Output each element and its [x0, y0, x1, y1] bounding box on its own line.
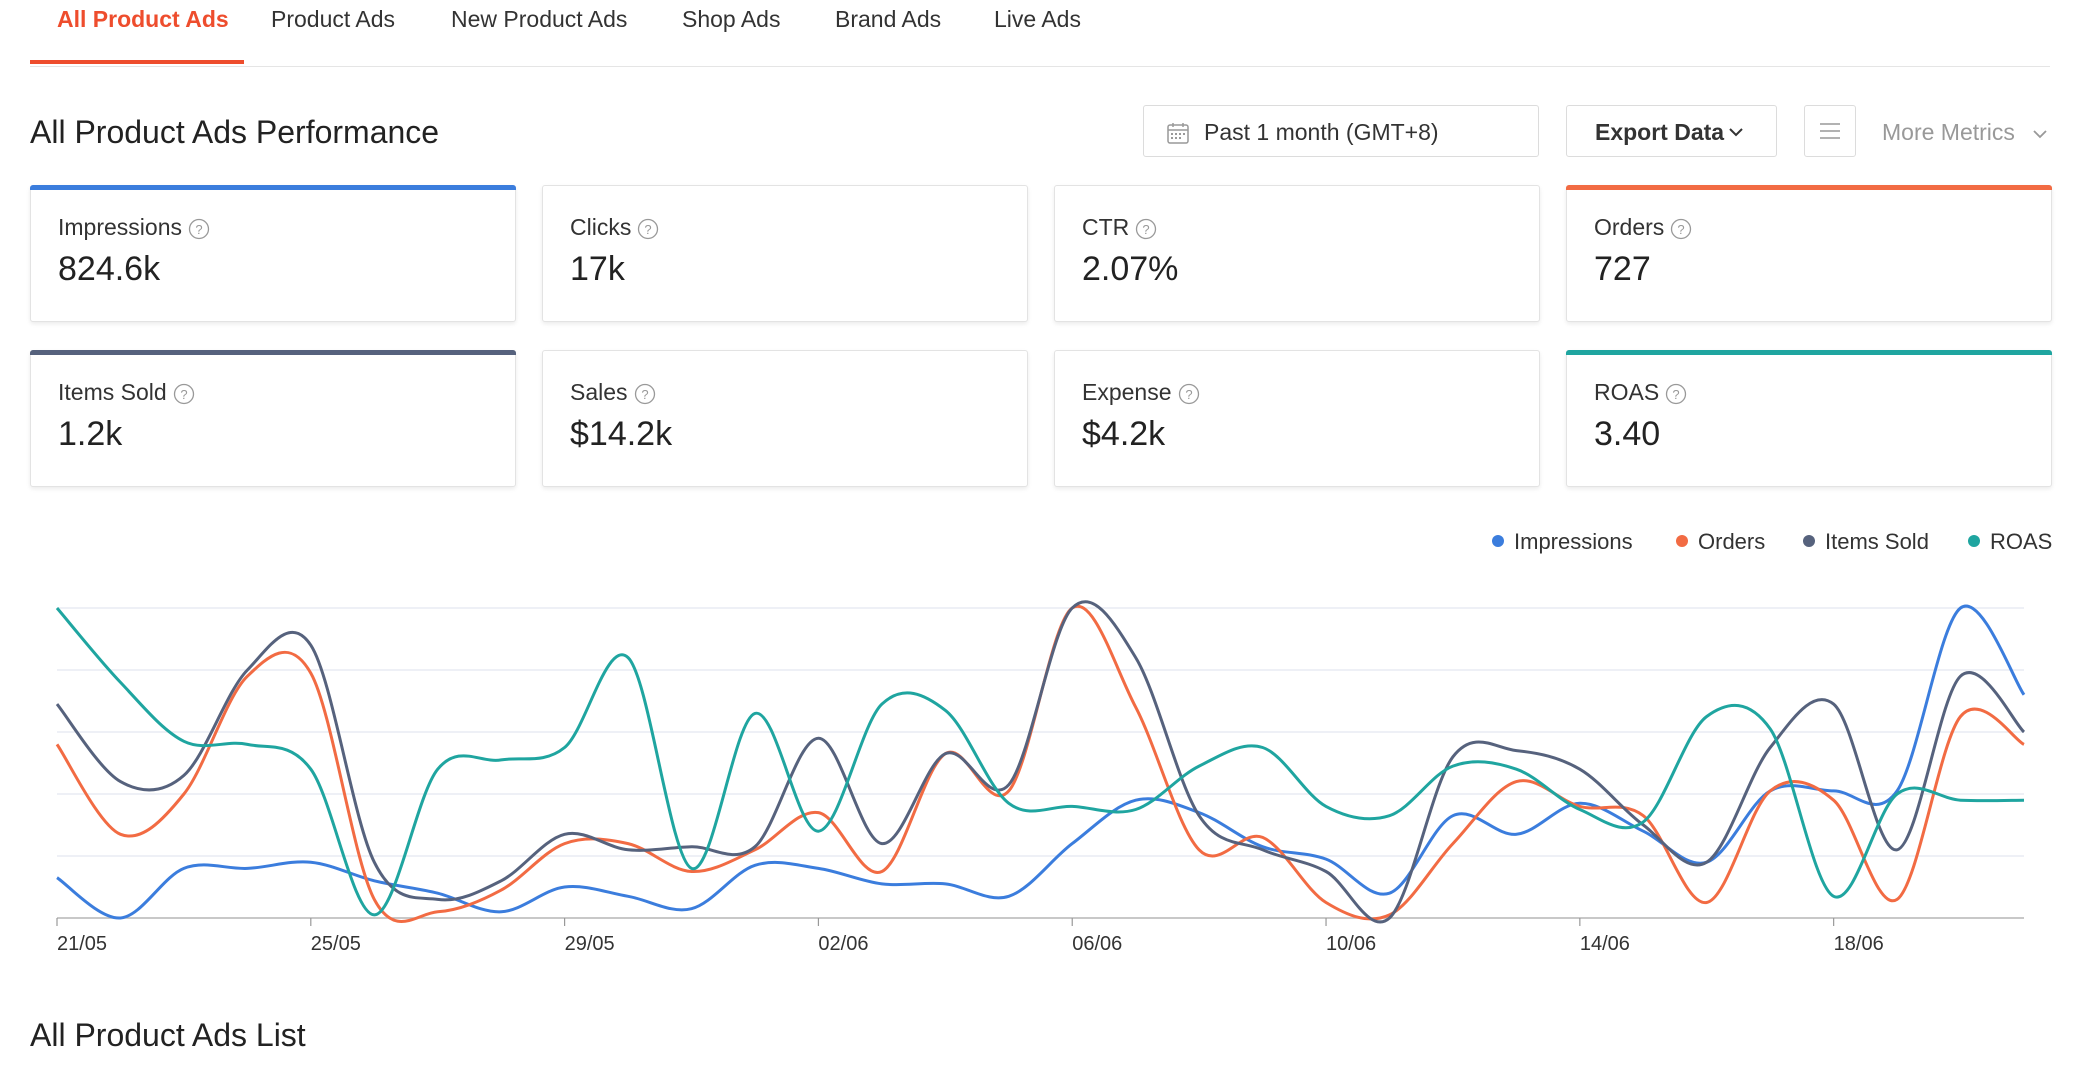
- metric-value: 727: [1594, 250, 1651, 288]
- help-icon[interactable]: ?: [173, 383, 195, 405]
- selected-indicator: [30, 350, 516, 355]
- x-tick-label: 21/05: [57, 933, 107, 955]
- tab-new-product-ads[interactable]: New Product Ads: [451, 6, 628, 32]
- tab-brand-ads[interactable]: Brand Ads: [835, 6, 942, 32]
- metric-label: Impressions: [58, 214, 182, 240]
- series-line-items-sold: [55, 600, 2026, 924]
- help-icon[interactable]: ?: [1135, 218, 1157, 240]
- list-title: All Product Ads List: [30, 1017, 306, 1053]
- legend-dot: [1968, 535, 1980, 548]
- help-icon[interactable]: ?: [637, 218, 659, 240]
- active-tab-indicator: [30, 60, 244, 64]
- metric-label: Clicks: [570, 214, 632, 240]
- metric-label: CTR: [1082, 214, 1130, 240]
- metric-value: $4.2k: [1082, 415, 1166, 453]
- metric-label: ROAS: [1594, 379, 1660, 405]
- metric-card-orders[interactable]: Orders? 727: [1566, 185, 2052, 322]
- metric-value: 824.6k: [58, 250, 161, 288]
- calendar-icon: [1167, 123, 1189, 144]
- metric-value: 17k: [570, 250, 625, 288]
- selected-indicator: [1566, 350, 2052, 355]
- svg-text:?: ?: [195, 222, 202, 237]
- metric-value: 3.40: [1594, 415, 1661, 453]
- selected-indicator: [1566, 185, 2052, 190]
- legend-dot: [1803, 535, 1815, 548]
- chevron-down-icon: [2033, 130, 2047, 139]
- tab-all-product-ads[interactable]: All Product Ads: [57, 6, 229, 32]
- tab-shop-ads[interactable]: Shop Ads: [682, 6, 781, 32]
- svg-text:?: ?: [1143, 222, 1150, 237]
- legend-label: Impressions: [1514, 529, 1633, 554]
- svg-text:?: ?: [1673, 387, 1680, 402]
- help-icon[interactable]: ?: [1670, 218, 1692, 240]
- export-data-button[interactable]: Export Data: [1566, 105, 1777, 157]
- svg-text:?: ?: [645, 222, 652, 237]
- metric-label: Items Sold: [58, 379, 167, 405]
- x-tick-label: 25/05: [311, 933, 361, 955]
- tab-product-ads[interactable]: Product Ads: [271, 6, 396, 32]
- svg-text:?: ?: [1185, 387, 1192, 402]
- legend-label: ROAS: [1990, 529, 2053, 554]
- metric-value: $14.2k: [570, 415, 673, 453]
- x-tick-label: 02/06: [818, 933, 868, 955]
- performance-title: All Product Ads Performance: [30, 114, 440, 150]
- metric-value: 2.07%: [1082, 250, 1179, 288]
- metric-card-expense[interactable]: Expense? $4.2k: [1054, 350, 1540, 487]
- x-tick-label: 18/06: [1834, 933, 1884, 955]
- metric-label: Expense: [1082, 379, 1172, 405]
- svg-text:?: ?: [641, 387, 648, 402]
- legend-label: Items Sold: [1825, 529, 1929, 554]
- help-icon[interactable]: ?: [188, 218, 210, 240]
- x-tick-label: 14/06: [1580, 933, 1630, 955]
- more-metrics-label: More Metrics: [1882, 119, 2015, 145]
- x-tick-label: 29/05: [565, 933, 615, 955]
- date-range-picker[interactable]: Past 1 month (GMT+8): [1143, 105, 1539, 157]
- help-icon[interactable]: ?: [1178, 383, 1200, 405]
- metric-card-sales[interactable]: Sales? $14.2k: [542, 350, 1028, 487]
- export-data-label: Export Data: [1595, 119, 1725, 145]
- metric-card-roas[interactable]: ROAS? 3.40: [1566, 350, 2052, 487]
- selected-indicator: [30, 185, 516, 190]
- metric-card-items-sold[interactable]: Items Sold? 1.2k: [30, 350, 516, 487]
- legend-item-orders[interactable]: Orders: [1676, 529, 1765, 555]
- chart-view-toggle-button[interactable]: [1804, 105, 1856, 157]
- metric-value: 1.2k: [58, 415, 123, 453]
- x-tick-label: 10/06: [1326, 933, 1376, 955]
- legend-label: Orders: [1698, 529, 1766, 554]
- metric-card-ctr[interactable]: CTR? 2.07%: [1054, 185, 1540, 322]
- metric-label: Sales: [570, 379, 628, 405]
- legend-dot: [1492, 535, 1504, 548]
- tab-live-ads[interactable]: Live Ads: [994, 6, 1081, 32]
- legend-item-items-sold[interactable]: Items Sold: [1803, 529, 1929, 555]
- help-icon[interactable]: ?: [1665, 383, 1687, 405]
- chevron-down-icon: [1729, 128, 1743, 137]
- series-line-roas: [55, 607, 2025, 917]
- legend-item-impressions[interactable]: Impressions: [1492, 529, 1633, 555]
- svg-text:?: ?: [1678, 222, 1685, 237]
- performance-line-chart[interactable]: 21/05 25/05 29/05 02/06 06/06 10/06 14/06 18/06: [0, 590, 2082, 960]
- date-range-label: Past 1 month (GMT+8): [1204, 119, 1439, 145]
- x-tick-label: 06/06: [1072, 933, 1122, 955]
- help-icon[interactable]: ?: [634, 383, 656, 405]
- svg-text:?: ?: [180, 387, 187, 402]
- legend-item-roas[interactable]: ROAS: [1968, 529, 2052, 555]
- list-menu-icon: [1820, 123, 1840, 139]
- ads-type-tabs: All Product Ads Product Ads New Product …: [30, 0, 2050, 67]
- more-metrics-dropdown[interactable]: More Metrics: [1882, 119, 2047, 146]
- legend-dot: [1676, 535, 1688, 548]
- metric-card-clicks[interactable]: Clicks? 17k: [542, 185, 1028, 322]
- metric-label: Orders: [1594, 214, 1665, 240]
- metric-card-impressions[interactable]: Impressions? 824.6k: [30, 185, 516, 322]
